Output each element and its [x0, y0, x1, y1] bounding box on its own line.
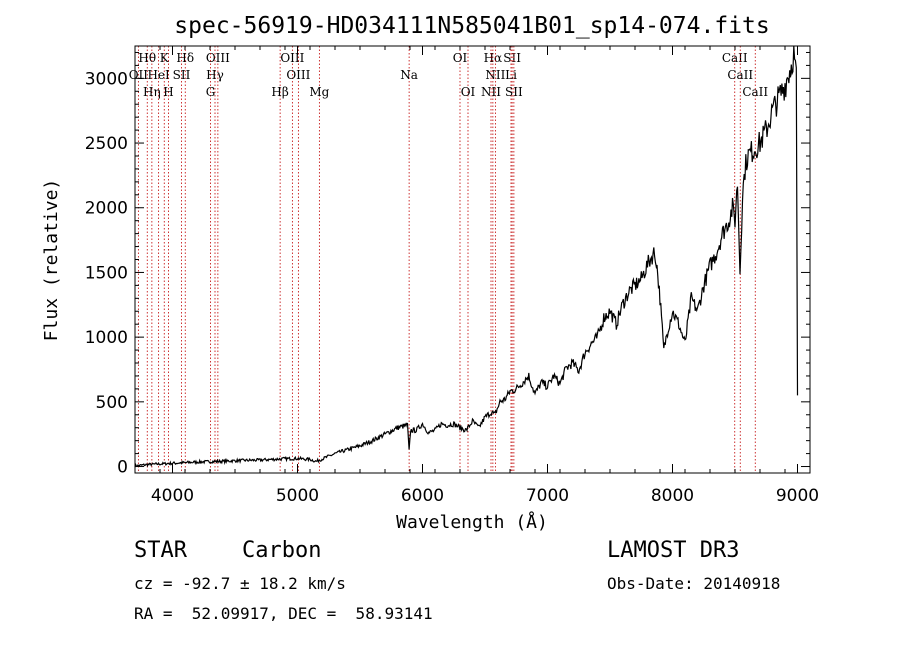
- spectral-line-label: Hα: [484, 51, 503, 65]
- ticks-layer: 4000 5000 6000 7000 8000 9000 0 500 1000 1500 2000…: [85, 46, 819, 506]
- axes-layer: [134, 45, 811, 474]
- class-label: STAR: [134, 538, 187, 563]
- spectral-line-label: Hδ: [176, 51, 194, 65]
- x-axis-label: Wavelength (Å): [396, 511, 548, 533]
- x-tick-label: 8000: [651, 486, 694, 506]
- spectral-line-label: OIII: [280, 51, 304, 65]
- spectral-line-label: Hθ: [138, 51, 156, 65]
- spectrum-series-line: [134, 45, 799, 468]
- spectral-line-label: OI: [453, 51, 468, 65]
- y-tick-label: 3000: [85, 69, 128, 89]
- spectral-line-label: CaII: [727, 68, 753, 82]
- coordinates-readout: RA = 52.09917, DEC = 58.93141: [134, 604, 433, 623]
- x-tick-label: 4000: [151, 486, 194, 506]
- spectral-line-label: SII: [503, 51, 521, 65]
- x-tick-label: 7000: [526, 486, 569, 506]
- spectral-line-label: Hγ: [206, 68, 224, 82]
- x-tick-label: 9000: [776, 486, 819, 506]
- y-tick-label: 1000: [85, 328, 128, 348]
- obs-date-readout: Obs-Date: 20140918: [607, 574, 781, 593]
- x-tick-label: 5000: [276, 486, 319, 506]
- spectral-line-label: NII: [485, 68, 505, 82]
- chart-title: spec-56919-HD034111N585041B01_sp14-074.f…: [174, 13, 769, 39]
- spectral-line-label: Mg: [309, 85, 329, 99]
- y-tick-label: 2500: [85, 134, 128, 154]
- y-axis-label: Flux (relative): [41, 179, 62, 342]
- spectral-line-label: G: [206, 85, 216, 99]
- spectral-line-label: K: [160, 51, 170, 65]
- spectral-line-label: HeI: [147, 68, 170, 82]
- x-tick-label: 6000: [401, 486, 444, 506]
- spectral-line-label: CaII: [722, 51, 748, 65]
- y-tick-label: 2000: [85, 199, 128, 219]
- y-tick-label: 500: [96, 393, 128, 413]
- survey-label: LAMOST DR3: [607, 538, 740, 563]
- spectral-line-label: OIII: [206, 51, 230, 65]
- spectral-line-label: OI: [461, 85, 476, 99]
- y-tick-label: 0: [117, 458, 128, 478]
- spectral-line-label: CaII: [742, 85, 768, 99]
- spectral-line-label: Li: [505, 68, 517, 82]
- y-tick-label: 1500: [85, 263, 128, 283]
- spectral-line-label: SII: [173, 68, 191, 82]
- subclass-label: Carbon: [242, 538, 322, 563]
- spectral-line-label: H: [163, 85, 173, 99]
- spectral-line-label: NII: [481, 85, 501, 99]
- spectral-line-label: OIII: [286, 68, 310, 82]
- spectral-line-label: Na: [400, 68, 418, 82]
- redshift-readout: cz = -92.7 ± 18.2 km/s: [134, 574, 346, 593]
- plot-frame: [134, 45, 811, 474]
- spectral-line-label: Hη: [143, 85, 161, 99]
- spectral-line-label: Hβ: [271, 85, 288, 99]
- spectral-line-label: SII: [505, 85, 523, 99]
- spectral-line-label: OII: [129, 68, 149, 82]
